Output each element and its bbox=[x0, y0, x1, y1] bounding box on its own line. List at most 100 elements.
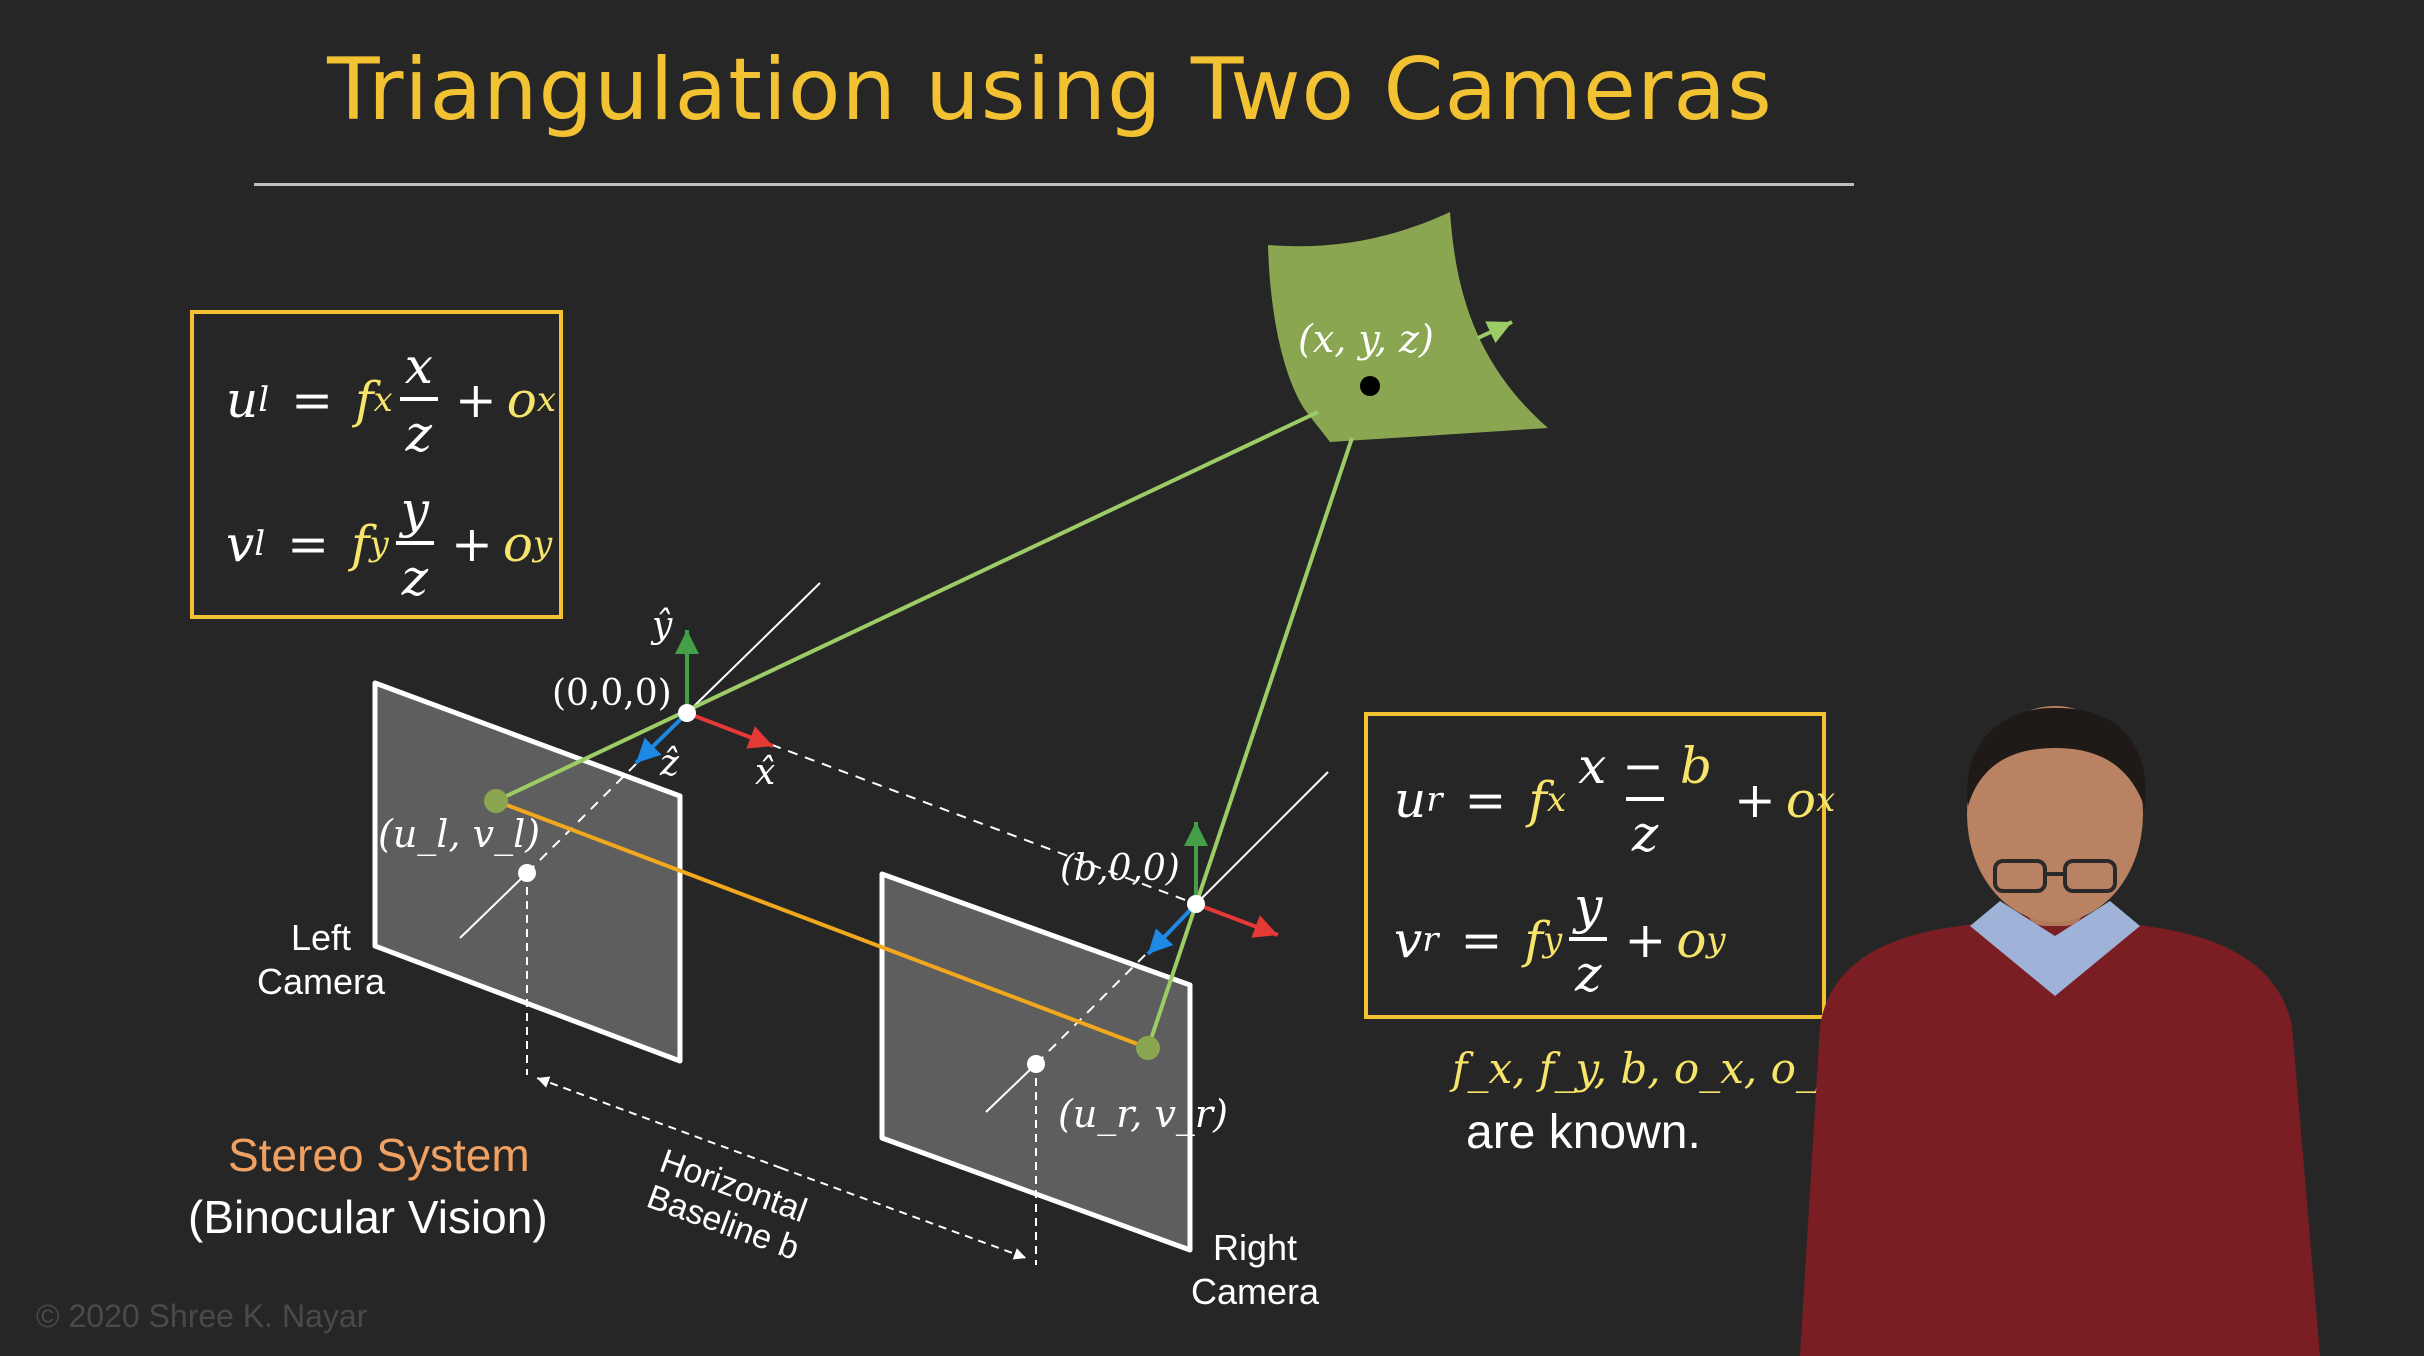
right-origin-label: (b,0,0) bbox=[1060, 848, 1180, 889]
eq-subscript: x bbox=[536, 380, 557, 420]
left-camera-label: Left Camera bbox=[246, 916, 396, 1004]
right-view-line bbox=[1195, 771, 1329, 905]
eq-subscript: x bbox=[1816, 780, 1836, 820]
scene-point-label: (x, y, z) bbox=[1298, 317, 1434, 361]
eq-operator: + bbox=[1733, 771, 1776, 829]
slide-title: Triangulation using Two Cameras bbox=[327, 40, 1773, 140]
eq-symbol: o bbox=[502, 515, 534, 573]
known-text: are known. bbox=[1466, 1106, 1701, 1159]
stereo-system-title: Stereo System bbox=[228, 1129, 530, 1181]
eq-denominator: z bbox=[399, 397, 438, 459]
eq-symbol: u bbox=[1394, 771, 1427, 829]
eq-symbol: f bbox=[1528, 771, 1547, 829]
eq-operator: = bbox=[287, 515, 330, 573]
presenter-body bbox=[1800, 911, 2320, 1356]
eq-subscript: y bbox=[369, 524, 389, 564]
left-x-axis bbox=[686, 711, 774, 749]
eq-operator: + bbox=[454, 371, 497, 429]
baseline-b-arrow-b bbox=[780, 1167, 1027, 1260]
surface-patch bbox=[1268, 212, 1548, 442]
eq-subscript: r bbox=[1422, 920, 1439, 960]
eq-subscript: l bbox=[258, 380, 270, 420]
axis-x-label: x̂ bbox=[755, 752, 775, 793]
left-camera-center bbox=[678, 704, 696, 722]
presenter-head bbox=[1967, 706, 2143, 922]
eq-subscript: l bbox=[254, 524, 266, 564]
eq-symbol: f bbox=[351, 515, 370, 573]
left-z-axis bbox=[634, 711, 689, 765]
right-principal-point bbox=[1027, 1055, 1045, 1073]
eq-symbol: u bbox=[226, 371, 259, 429]
right-principal-ray bbox=[985, 1063, 1037, 1113]
eq-numerator: y bbox=[400, 481, 430, 539]
right-camera-label-line2: Camera bbox=[1190, 1271, 1320, 1312]
eq-symbol: v bbox=[226, 515, 255, 573]
baseline-b-arrow-a bbox=[536, 1076, 782, 1169]
presenter-video bbox=[1800, 706, 2320, 1356]
left-image-point bbox=[484, 789, 508, 813]
eq-operator: = bbox=[1460, 911, 1503, 969]
surface-normal-arrow bbox=[1477, 320, 1513, 344]
ray-right bbox=[1146, 437, 1354, 1049]
eq-symbol: f bbox=[1524, 911, 1543, 969]
correspondence-line bbox=[495, 799, 1149, 1050]
eq-numerator: x bbox=[404, 337, 433, 395]
left-principal-point bbox=[518, 864, 536, 882]
presenter-hair bbox=[1967, 707, 2146, 808]
right-image-point bbox=[1136, 1036, 1160, 1060]
right-camera-label-line1: Right bbox=[1212, 1227, 1298, 1268]
eq-denominator: z bbox=[1625, 797, 1665, 859]
stereo-system-subtitle: (Binocular Vision) bbox=[188, 1191, 548, 1243]
eq-numerator: y bbox=[1574, 877, 1603, 935]
eq-subscript: y bbox=[1542, 920, 1563, 960]
right-x-axis bbox=[1195, 902, 1279, 938]
eq-numerator-x: x − bbox=[1578, 737, 1680, 795]
left-camera-label-line2: Camera bbox=[256, 961, 386, 1002]
eq-subscript: x bbox=[373, 380, 393, 420]
left-origin-label: (0,0,0) bbox=[552, 673, 672, 714]
eq-subscript: r bbox=[1426, 780, 1443, 820]
axis-y-label: ŷ bbox=[650, 605, 673, 646]
title-divider bbox=[254, 183, 1854, 186]
eq-symbol: o bbox=[506, 371, 537, 429]
eq-operator: = bbox=[1464, 771, 1507, 829]
eq-subscript: y bbox=[533, 524, 553, 564]
eq-numerator: x − b bbox=[1572, 741, 1718, 797]
eq-subscript: y bbox=[1706, 920, 1726, 960]
eq-symbol: o bbox=[1785, 771, 1816, 829]
axis-z-label: ẑ bbox=[659, 743, 680, 784]
eq-subscript: x bbox=[1546, 780, 1567, 820]
right-z-axis bbox=[1146, 902, 1198, 956]
left-camera-label-line1: Left bbox=[290, 917, 352, 958]
right-camera-label: Right Camera bbox=[1180, 1226, 1330, 1314]
eq-operator: + bbox=[451, 515, 493, 573]
known-parameters: f_x, f_y, b, o_x, o_y bbox=[1452, 1044, 1841, 1093]
eq-symbol: v bbox=[1394, 911, 1423, 969]
right-camera-center bbox=[1187, 895, 1205, 913]
eq-denominator: z bbox=[395, 541, 435, 603]
eq-operator: + bbox=[1624, 911, 1667, 969]
eq-numerator-b: b bbox=[1679, 737, 1712, 795]
eq-symbol: o bbox=[1676, 911, 1707, 969]
left-image-point-label: (u_l, v_l) bbox=[378, 812, 541, 856]
left-principal-ray bbox=[459, 872, 528, 939]
scene-point bbox=[1360, 376, 1380, 396]
eq-denominator: z bbox=[1569, 937, 1608, 999]
presenter-collar bbox=[1970, 901, 2140, 996]
ray-left bbox=[495, 410, 1319, 803]
eq-symbol: f bbox=[354, 371, 374, 429]
eq-operator: = bbox=[291, 371, 333, 429]
right-image-point-label: (u_r, v_r) bbox=[1058, 1092, 1228, 1136]
copyright-notice: © 2020 Shree K. Nayar bbox=[36, 1298, 368, 1334]
left-view-line bbox=[686, 582, 821, 714]
